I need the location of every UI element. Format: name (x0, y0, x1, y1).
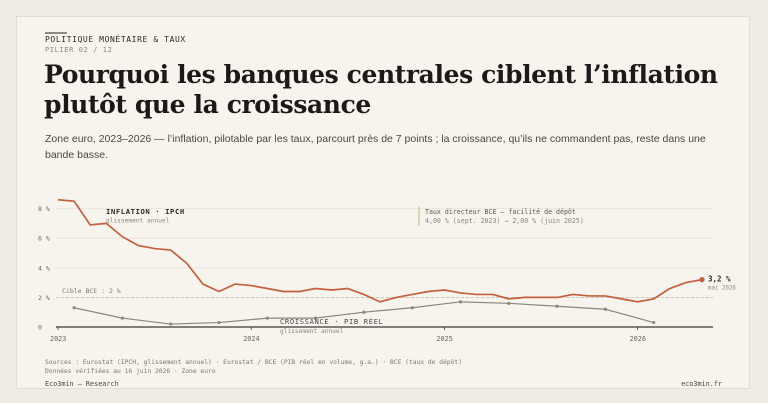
growth-series-points (72, 300, 656, 326)
y-tick-label: 0 (38, 324, 42, 332)
y-axis-tick-labels: 0 2 % 4 % 6 % 8 % (38, 205, 50, 331)
growth-point (72, 306, 76, 310)
growth-series-name: CROISSANCE · PIB RÉEL (280, 317, 383, 326)
growth-point (169, 322, 173, 326)
growth-point (265, 316, 269, 320)
inflation-series-sublabel: glissement annuel (106, 218, 170, 225)
growth-point (507, 301, 511, 305)
growth-point (410, 306, 414, 310)
y-tick-label: 2 % (38, 294, 50, 302)
growth-series-sublabel: glissement annuel (280, 328, 344, 335)
brand-left: Eco3min — Research (45, 380, 119, 388)
inflation-end-marker (699, 277, 705, 283)
growth-point (555, 304, 559, 308)
growth-point (603, 307, 608, 311)
kicker-rule (45, 32, 67, 34)
inflation-end-date: mai 2026 (708, 286, 736, 292)
inflation-end-value: 3,2 % (708, 275, 731, 284)
x-axis-tick-labels: 2023 2024 2025 2026 (50, 327, 646, 343)
brand-right: eco3min.fr (681, 380, 722, 388)
growth-point (217, 320, 221, 325)
growth-point (458, 300, 463, 304)
growth-point (120, 316, 124, 320)
x-tick-label: 2023 (50, 335, 66, 343)
growth-point (314, 316, 318, 320)
target-line-label: Cible BCE : 2 % (62, 287, 121, 295)
x-tick-label: 2025 (436, 335, 452, 343)
page-subtitle: Zone euro, 2023–2026 — l’inflation, pilo… (45, 133, 706, 161)
verification-note: Données vérifiées au 16 juin 2026 · Zone… (45, 368, 216, 375)
section-kicker: POLITIQUE MONÉTAIRE & TAUX (45, 35, 186, 44)
annotation-title: Taux directeur BCE — facilité de dépôt (425, 208, 576, 216)
y-tick-label: 8 % (38, 205, 50, 213)
inflation-series-name: INFLATION · IPCH (106, 207, 185, 216)
annotation-text: 4,00 % (sept. 2023) → 2,00 % (juin 2025) (425, 217, 584, 225)
y-tick-label: 4 % (38, 264, 50, 272)
x-tick-label: 2024 (243, 335, 259, 343)
inflation-series-line (57, 198, 703, 303)
y-tick-label: 6 % (38, 235, 50, 243)
growth-point (362, 310, 366, 314)
pillar-label: PILIER 02 / 12 (45, 46, 113, 54)
sources-note: Sources : Eurostat (IPCH, glissement ann… (45, 359, 463, 366)
growth-point (652, 320, 656, 325)
x-tick-label: 2026 (630, 335, 646, 343)
page-title: Pourquoi les banques centrales ciblent l… (44, 60, 718, 119)
